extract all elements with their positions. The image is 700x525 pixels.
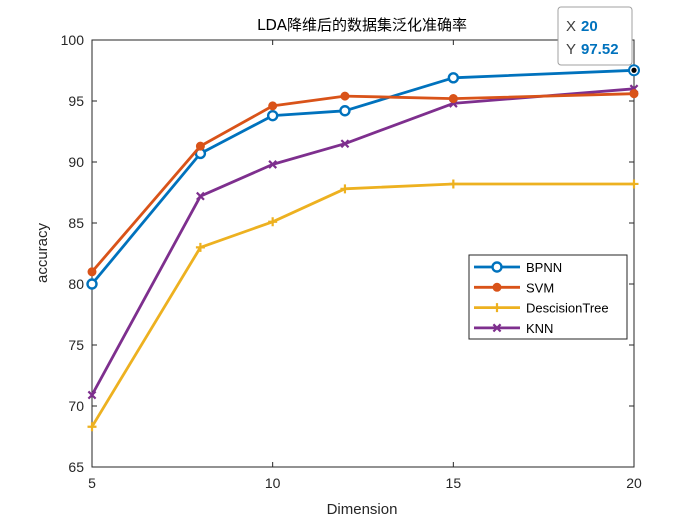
data-point [629,89,639,99]
series-line [90,182,634,428]
data-point [266,109,279,122]
data-point [87,390,97,400]
legend-label: BPNN [526,260,562,275]
legend-marker [491,261,503,273]
y-tick-label: 95 [68,93,84,109]
legend: BPNN SVM DescisionTree KNN [468,254,628,340]
y-tick-label: 100 [61,32,85,48]
series-descisiontree [87,179,639,432]
data-point [447,72,460,84]
data-point [87,422,97,432]
data-point [87,267,97,277]
y-tick-label: 80 [68,276,84,292]
x-tick-label: 10 [265,475,281,491]
data-point [195,141,205,151]
data-point [86,278,98,290]
x-axis-label: Dimension [327,501,398,518]
data-point [339,105,351,117]
datatip-marker-dot [631,67,637,73]
legend-label: SVM [526,280,554,295]
data-point [268,160,278,169]
data-point [196,191,205,201]
x-tick-label: 15 [446,475,462,491]
legend-marker [492,303,502,313]
legend-marker [492,323,502,333]
datatip[interactable]: X 20 Y 97.52 [557,6,640,77]
y-tick-label: 90 [68,154,84,170]
y-axis-label: accuracy [34,222,51,283]
y-tick-label: 65 [68,459,84,475]
legend-label: DescisionTree [526,301,609,316]
data-point [448,179,458,189]
series-svm [87,89,639,277]
series-layer [86,64,640,432]
data-point [448,94,458,104]
x-tick-label: 5 [88,475,96,491]
datatip-x-label: X [566,18,576,35]
legend-label: KNN [526,321,553,336]
plot-frame [91,39,635,468]
y-tick-label: 75 [68,337,84,353]
legend-marker [492,282,502,292]
legend-item-svm: SVM [474,280,554,295]
series-line [90,68,635,285]
series-line [90,92,635,273]
datatip-x-value: 20 [581,18,598,35]
axes: 5 10 15 20 65 70 75 80 85 90 95 100 [61,32,642,491]
y-tick-label: 70 [68,398,84,414]
data-point [268,217,278,227]
datatip-y-label: Y [566,41,576,58]
chart-title: LDA降维后的数据集泛化准确率 [257,16,467,34]
series-knn [87,84,639,400]
datatip-y-value: 97.52 [581,41,619,58]
y-tick-label: 85 [68,215,84,231]
legend-item-descisiontree: DescisionTree [474,301,609,316]
datatip-box[interactable] [557,6,633,66]
data-point [629,179,639,189]
legend-item-bpnn: BPNN [474,260,562,275]
data-point [340,91,350,101]
series-line [90,87,635,396]
data-point [195,242,205,252]
data-point [340,139,350,149]
data-point [340,184,350,194]
x-tick-label: 20 [626,475,642,491]
legend-item-knn: KNN [474,321,553,336]
data-point [268,101,278,111]
